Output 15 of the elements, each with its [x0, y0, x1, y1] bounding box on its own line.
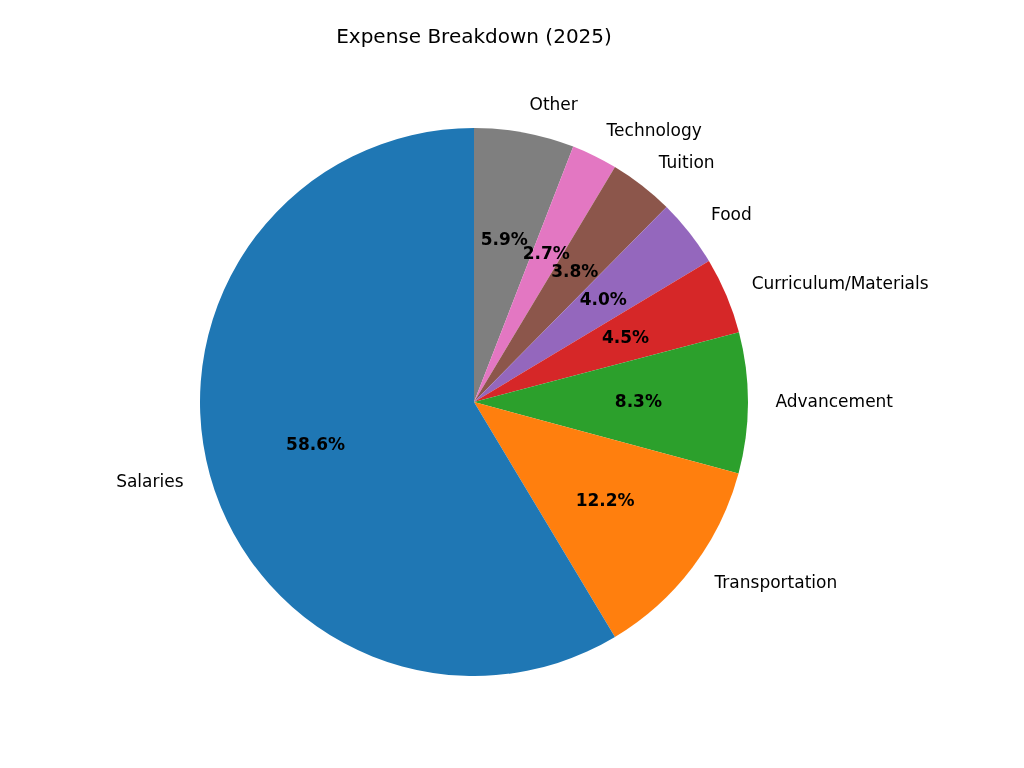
slice-label: Food	[710, 204, 752, 225]
slice-label: Curriculum/Materials	[751, 273, 929, 294]
data-label: 3.8%	[551, 260, 599, 281]
data-label: 4.0%	[579, 288, 627, 309]
slice-label: Salaries	[116, 470, 184, 491]
slice-label: Tuition	[657, 152, 715, 173]
data-label: 8.3%	[614, 390, 662, 411]
slice-label: Advancement	[775, 391, 894, 412]
data-label: 58.6%	[286, 434, 346, 455]
slice-label: Technology	[605, 119, 702, 140]
slice-label: Transportation	[713, 572, 838, 593]
data-label: 12.2%	[575, 489, 635, 510]
chart-title: Expense Breakdown (2025)	[336, 24, 612, 49]
slice-label: Other	[529, 94, 578, 115]
data-label: 4.5%	[601, 326, 650, 347]
